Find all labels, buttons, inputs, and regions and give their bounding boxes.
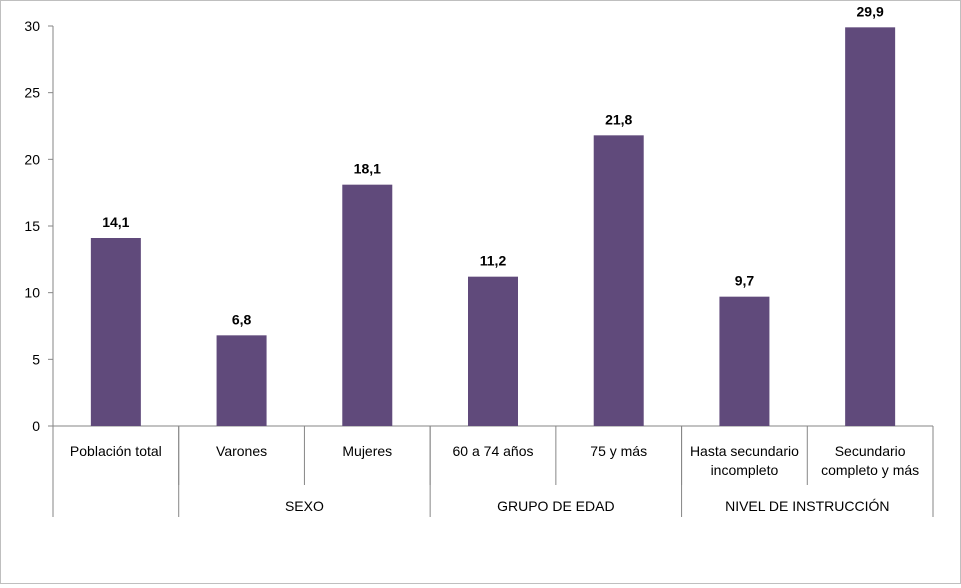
data-label: 11,2 [480, 253, 507, 269]
bar [468, 276, 518, 426]
category-label: 60 a 74 años [453, 443, 534, 459]
category-label: Secundario [835, 443, 906, 459]
group-label: GRUPO DE EDAD [497, 498, 614, 514]
category-label: Población total [70, 443, 162, 459]
category-label: incompleto [711, 462, 779, 478]
category-label: Mujeres [342, 443, 392, 459]
data-label: 18,1 [354, 161, 381, 177]
bar [845, 27, 896, 426]
bar [216, 335, 267, 426]
y-tick-label: 25 [24, 85, 40, 101]
y-tick-label: 20 [24, 151, 40, 167]
y-tick-label: 15 [24, 218, 40, 234]
category-label: Varones [216, 443, 267, 459]
y-tick-label: 5 [32, 351, 40, 367]
data-label: 14,1 [102, 214, 129, 230]
data-label: 9,7 [735, 273, 755, 289]
y-tick-label: 30 [24, 18, 40, 34]
group-label: SEXO [285, 498, 324, 514]
bar [719, 296, 770, 426]
bar [342, 184, 393, 426]
y-tick-label: 0 [32, 418, 40, 434]
data-label: 6,8 [232, 311, 252, 327]
data-label: 29,9 [857, 3, 884, 19]
bar [593, 135, 644, 427]
bar [90, 238, 141, 426]
category-label: completo y más [821, 462, 919, 478]
group-label: NIVEL DE INSTRUCCIÓN [725, 498, 889, 514]
category-label: Hasta secundario [690, 443, 799, 459]
data-label: 21,8 [605, 111, 632, 127]
y-tick-label: 10 [24, 285, 40, 301]
category-label: 75 y más [590, 443, 647, 459]
